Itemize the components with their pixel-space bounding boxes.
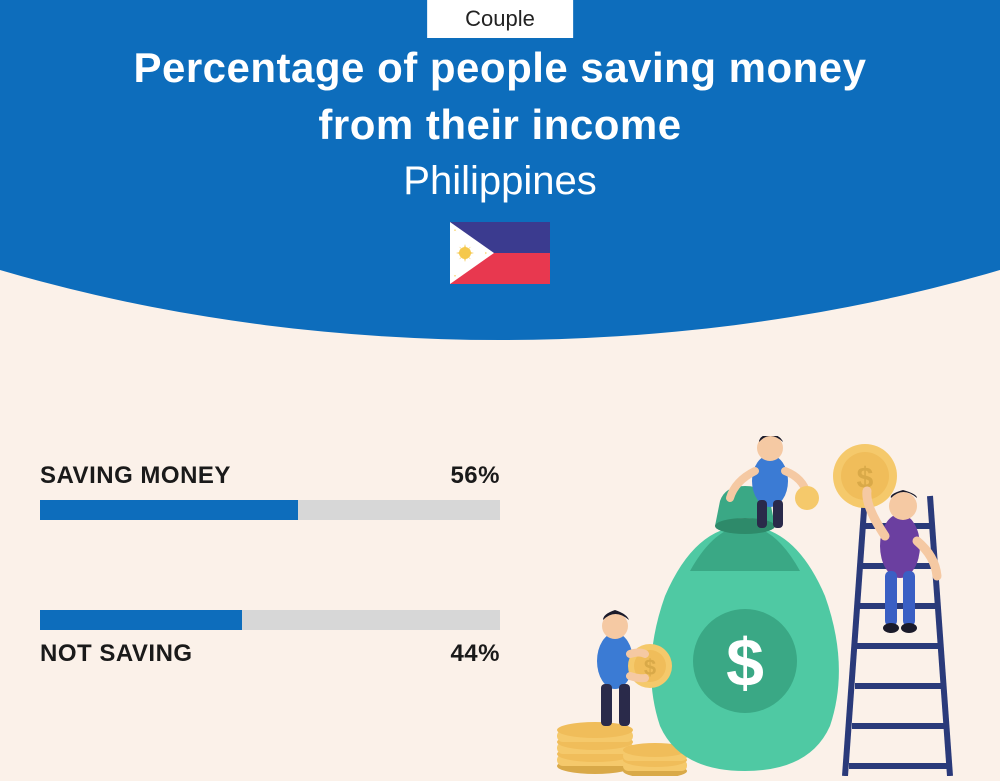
svg-text:$: $ bbox=[726, 625, 764, 701]
country-name: Philippines bbox=[0, 159, 1000, 204]
header-content: Percentage of people saving money from t… bbox=[0, 40, 1000, 284]
bar-track bbox=[40, 500, 500, 520]
bars-section: SAVING MONEY 56% NOT SAVING 44% bbox=[40, 462, 500, 758]
bar-saving-money: SAVING MONEY 56% bbox=[40, 462, 500, 520]
page-title: Percentage of people saving money from t… bbox=[0, 40, 1000, 153]
bar-not-saving: NOT SAVING 44% bbox=[40, 610, 500, 668]
bar-fill bbox=[40, 610, 242, 630]
savings-illustration: $ $ bbox=[545, 436, 965, 776]
money-bag-icon: $ bbox=[651, 486, 839, 771]
bar-track bbox=[40, 610, 500, 630]
tag-text: Couple bbox=[465, 6, 535, 31]
title-line-1: Percentage of people saving money bbox=[133, 44, 866, 91]
category-tag: Couple bbox=[427, 0, 573, 38]
bar-label: NOT SAVING bbox=[40, 640, 193, 668]
bar-labels: SAVING MONEY 56% bbox=[40, 462, 500, 490]
bar-value: 44% bbox=[450, 640, 500, 668]
philippines-flag-icon bbox=[450, 222, 550, 284]
bar-label: SAVING MONEY bbox=[40, 462, 231, 490]
bar-labels: NOT SAVING 44% bbox=[40, 640, 500, 668]
bar-value: 56% bbox=[450, 462, 500, 490]
title-line-2: from their income bbox=[318, 101, 681, 148]
bar-fill bbox=[40, 500, 298, 520]
